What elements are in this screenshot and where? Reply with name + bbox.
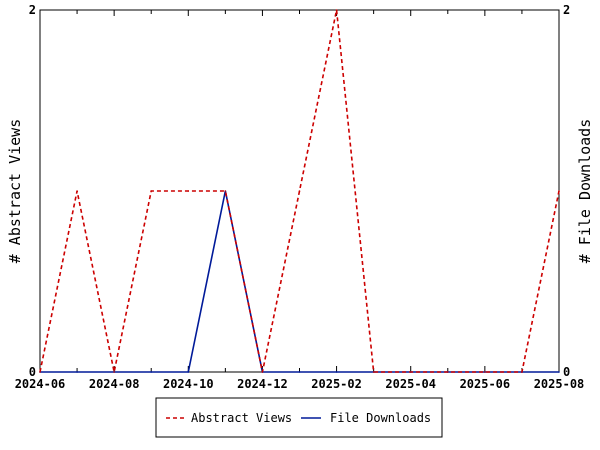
data-point-abstract-views xyxy=(261,371,264,373)
series-line-file-downloads xyxy=(40,190,559,373)
y-tick-label-left: 2 xyxy=(29,3,36,17)
data-point-file-downloads xyxy=(335,371,338,373)
x-tick-label: 2024-12 xyxy=(237,377,288,391)
data-point-abstract-views xyxy=(484,371,486,373)
data-point-abstract-views xyxy=(76,190,78,192)
data-marks xyxy=(39,9,560,373)
y-axis-label-left: # Abstract Views xyxy=(6,119,24,264)
y-tick-label-left: 0 xyxy=(29,365,36,379)
x-tick-label: 2025-02 xyxy=(311,377,362,391)
x-tick-label: 2024-06 xyxy=(15,377,66,391)
data-point-abstract-views xyxy=(372,371,375,373)
data-point-abstract-views xyxy=(298,190,301,192)
data-point-abstract-views xyxy=(187,190,190,192)
x-tick-label: 2025-04 xyxy=(385,377,436,391)
x-tick-label: 2024-08 xyxy=(89,377,140,391)
y-tick-label-right: 0 xyxy=(563,365,570,379)
data-point-file-downloads xyxy=(558,371,560,373)
data-point-abstract-views xyxy=(224,190,227,192)
data-point-file-downloads xyxy=(150,371,153,373)
y-axis-label-right: # File Downloads xyxy=(576,119,594,264)
legend-label-abstract-views: Abstract Views xyxy=(191,411,292,425)
data-point-abstract-views xyxy=(521,371,523,373)
legend: Abstract Views File Downloads xyxy=(155,397,443,438)
data-point-abstract-views xyxy=(446,371,449,373)
data-point-abstract-views xyxy=(113,371,115,373)
data-point-abstract-views xyxy=(335,9,338,11)
data-point-abstract-views xyxy=(409,371,412,373)
x-tick-label: 2025-08 xyxy=(534,377,585,391)
data-point-abstract-views xyxy=(558,190,560,192)
data-point-file-downloads xyxy=(298,371,301,373)
legend-box xyxy=(155,397,443,438)
x-ticks: 2024-06 2024-08 2024-10 2024-12 2025-02 2025-… xyxy=(15,10,585,391)
legend-label-file-downloads: File Downloads xyxy=(330,411,431,425)
y-tick-label-right: 2 xyxy=(563,3,570,17)
x-tick-label: 2024-10 xyxy=(163,377,214,391)
data-point-abstract-views xyxy=(39,371,41,373)
data-point-file-downloads xyxy=(76,371,78,373)
data-point-abstract-views xyxy=(150,190,153,192)
x-tick-label: 2025-06 xyxy=(460,377,511,391)
data-point-file-downloads xyxy=(187,371,190,373)
